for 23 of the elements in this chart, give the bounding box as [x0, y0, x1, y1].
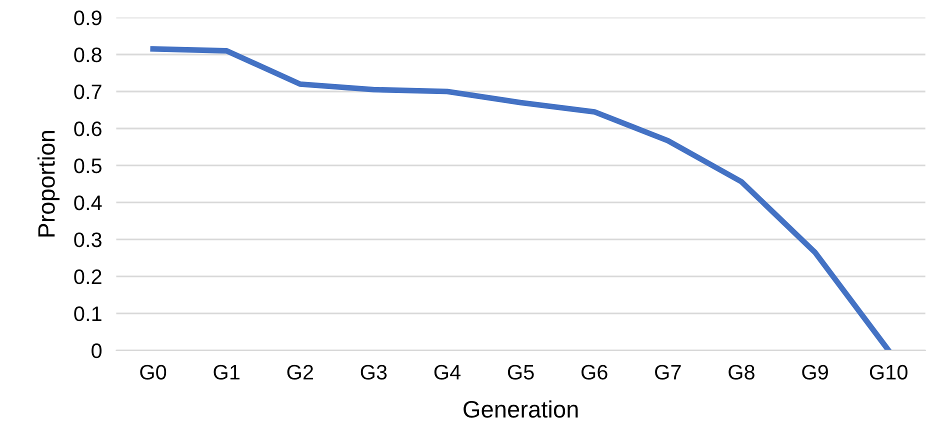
y-tick-label: 0.2 — [74, 269, 102, 284]
x-tick-label: G9 — [802, 364, 828, 380]
x-tick-label: G5 — [508, 364, 534, 380]
x-axis-title: Generation — [464, 400, 578, 418]
y-tick-label: 0.7 — [74, 84, 102, 100]
y-tick-label: 0.9 — [74, 10, 102, 26]
y-tick-label: 0 — [92, 343, 102, 358]
y-tick-label: 0.3 — [74, 232, 102, 248]
y-axis-title: Proportion — [38, 131, 60, 236]
y-tick-label: 0.4 — [74, 195, 102, 210]
x-tick-label: G10 — [870, 364, 908, 380]
x-tick-label: G2 — [287, 364, 313, 380]
x-tick-label: G3 — [360, 364, 387, 380]
y-tick-label: 0.8 — [74, 48, 102, 62]
x-tick-label: G0 — [140, 364, 166, 380]
y-tick-label: 0.1 — [74, 306, 102, 322]
x-tick-label: G6 — [582, 364, 608, 380]
x-tick-label: G8 — [728, 364, 754, 380]
x-tick-label: G7 — [655, 364, 681, 380]
x-tick-label: G4 — [434, 364, 461, 380]
x-tick-label: G1 — [214, 364, 240, 380]
y-tick-label: 0.5 — [74, 158, 102, 174]
y-tick-label: 0.6 — [74, 121, 102, 136]
